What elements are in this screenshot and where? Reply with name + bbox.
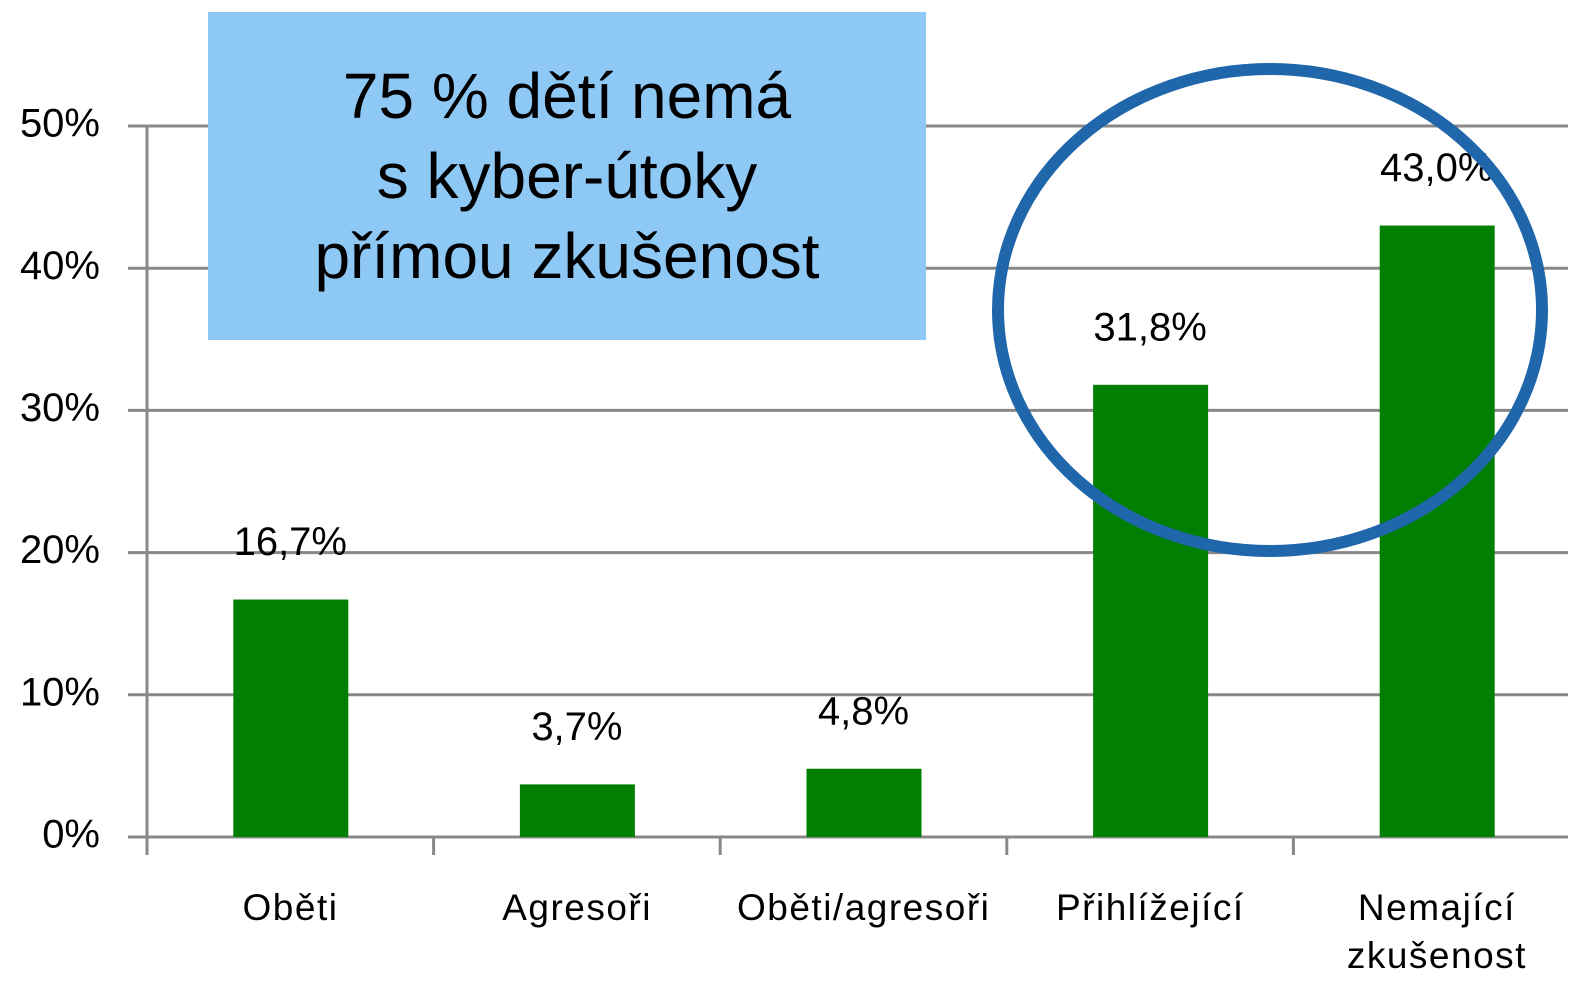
x-tick-label: Agresoři <box>502 887 652 928</box>
y-tick-label: 40% <box>20 244 100 288</box>
x-tick-label: Přihlížející <box>1055 887 1245 928</box>
y-tick-label: 50% <box>20 102 100 146</box>
annotation: přímou zkušenost <box>314 220 820 292</box>
value-label: 3,7% <box>531 705 622 749</box>
y-tick-label: 30% <box>20 386 100 430</box>
x-tick-label: Oběti <box>242 887 339 928</box>
value-label: 31,8% <box>1093 305 1206 349</box>
y-tick-label: 0% <box>42 813 100 857</box>
value-label: 4,8% <box>818 689 909 733</box>
bar <box>519 784 635 837</box>
bar <box>1379 225 1495 838</box>
annotation: s kyber-útoky <box>376 140 758 212</box>
annotation-box: 75 % dětí nemá s kyber-útoky přímou zkuš… <box>208 12 926 340</box>
highlight-circle <box>992 63 1548 557</box>
x-tick-label: Oběti/agresoři <box>736 887 991 928</box>
x-tick-label: Nemající zkušenost <box>1346 887 1527 976</box>
bar <box>806 768 922 837</box>
bar <box>1093 384 1209 837</box>
y-tick-label: 20% <box>20 528 100 572</box>
value-label: 16,7% <box>234 520 347 564</box>
annotation: 75 % dětí nemá <box>342 60 792 132</box>
y-tick-label: 10% <box>20 670 100 714</box>
bar <box>233 599 349 837</box>
